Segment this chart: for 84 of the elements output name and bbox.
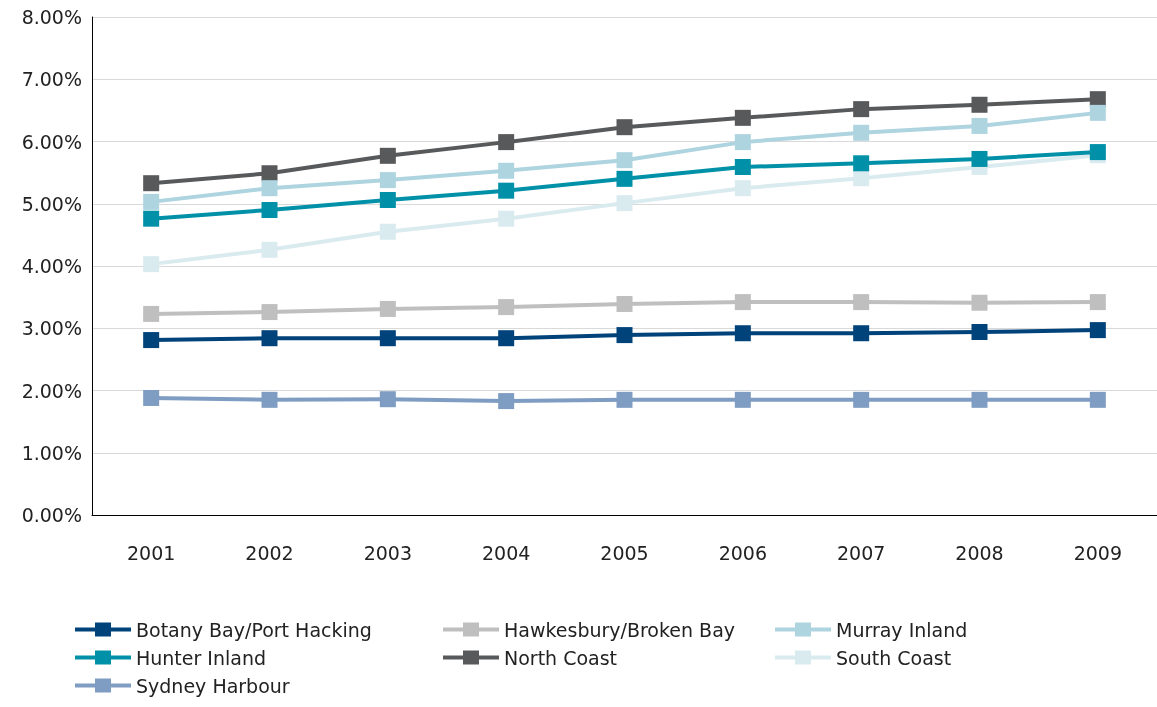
- x-tick-label: 2004: [481, 541, 531, 564]
- point: [143, 210, 160, 227]
- point: [734, 159, 751, 176]
- point: [971, 391, 988, 408]
- point: [379, 300, 396, 317]
- point: [971, 294, 988, 311]
- point: [261, 304, 278, 321]
- point: [261, 241, 278, 258]
- y-tick-label: 7.00%: [21, 68, 82, 91]
- x-tick-label: 2006: [718, 541, 768, 564]
- point: [853, 124, 870, 141]
- point: [143, 256, 160, 273]
- y-tick-label: 8.00%: [21, 6, 82, 28]
- point: [261, 330, 278, 347]
- point: [143, 305, 160, 322]
- point: [261, 391, 278, 408]
- point: [853, 294, 870, 311]
- point: [379, 147, 396, 164]
- point: [971, 96, 988, 113]
- point: [616, 391, 633, 408]
- point: [971, 323, 988, 340]
- point: [734, 391, 751, 408]
- legend-label: South Coast: [836, 646, 952, 669]
- point: [498, 182, 515, 199]
- point: [143, 193, 160, 210]
- legend-label: Hunter Inland: [136, 646, 267, 669]
- point: [498, 210, 515, 227]
- point: [498, 393, 515, 410]
- point: [616, 195, 633, 212]
- y-tick-label: 2.00%: [21, 379, 82, 402]
- point: [616, 327, 633, 344]
- point: [853, 170, 870, 187]
- point: [853, 155, 870, 172]
- point: [616, 295, 633, 312]
- point: [616, 119, 633, 136]
- point: [734, 325, 751, 342]
- point: [971, 117, 988, 134]
- y-tick-label: 0.00%: [21, 504, 82, 526]
- point: [616, 170, 633, 187]
- point: [498, 162, 515, 179]
- y-tick-label: 5.00%: [21, 192, 82, 215]
- point: [853, 391, 870, 408]
- x-tick-label: 2009: [1073, 541, 1123, 564]
- point: [261, 201, 278, 218]
- point: [498, 330, 515, 347]
- x-tick-label: 2002: [245, 541, 294, 564]
- x-tick-label: 2003: [363, 541, 413, 564]
- point: [143, 332, 160, 349]
- x-tick-label: 2008: [955, 541, 1004, 564]
- legend-label: Sydney Harbour: [136, 674, 290, 697]
- y-tick-label: 3.00%: [21, 317, 82, 340]
- x-tick-label: 2007: [836, 541, 886, 564]
- point: [734, 294, 751, 311]
- point: [379, 172, 396, 189]
- point: [734, 134, 751, 151]
- point: [379, 391, 396, 408]
- point: [853, 325, 870, 342]
- point: [1089, 104, 1106, 121]
- point: [971, 150, 988, 167]
- point: [143, 175, 160, 192]
- y-tick-label: 1.00%: [21, 441, 82, 464]
- point: [853, 101, 870, 118]
- legend-label: Murray Inland: [836, 618, 968, 641]
- point: [1089, 294, 1106, 311]
- point: [379, 330, 396, 347]
- point: [261, 180, 278, 197]
- point: [143, 389, 160, 406]
- point: [261, 165, 278, 182]
- legend-label: Hawkesbury/Broken Bay: [504, 618, 736, 641]
- x-tick-label: 2005: [600, 541, 649, 564]
- point: [498, 134, 515, 151]
- point: [379, 192, 396, 209]
- legend-label: Botany Bay/Port Hacking: [136, 618, 372, 641]
- point: [616, 152, 633, 169]
- y-tick-label: 4.00%: [21, 255, 82, 277]
- y-tick-label: 6.00%: [21, 130, 82, 153]
- point: [734, 109, 751, 126]
- point: [379, 223, 396, 240]
- x-tick-label: 2001: [126, 541, 176, 564]
- point: [1089, 322, 1106, 339]
- point: [734, 180, 751, 197]
- point: [498, 299, 515, 316]
- point: [1089, 391, 1106, 408]
- legend-label: North Coast: [504, 646, 618, 669]
